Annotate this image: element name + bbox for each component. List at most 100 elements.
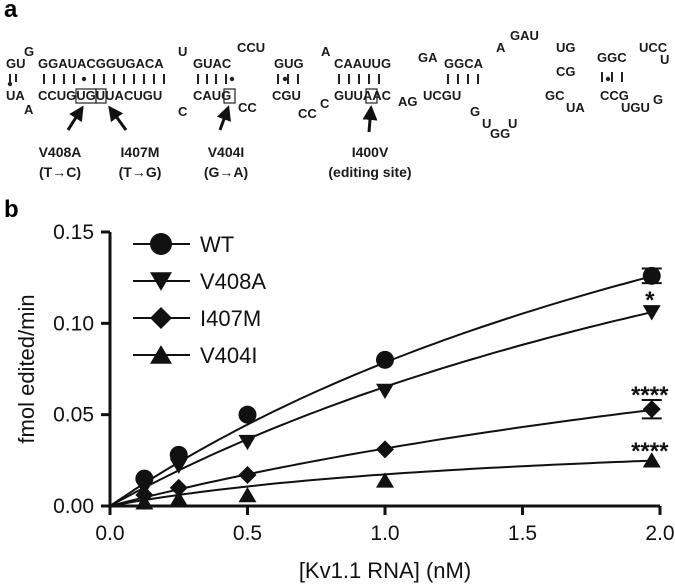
legend-marker-v404i xyxy=(150,345,172,364)
rna-bottom-text: U xyxy=(482,116,491,131)
significance-v404i: **** xyxy=(631,438,669,465)
rna-top-text: CG xyxy=(556,64,576,79)
rna-bottom-text: UA xyxy=(566,100,585,115)
rna-bottom-text: CAUG xyxy=(193,88,231,103)
x-tick-label: 0.0 xyxy=(95,522,124,545)
significance-v408a: * xyxy=(645,287,655,314)
fit-curve xyxy=(109,409,652,507)
point-v404i xyxy=(135,494,154,510)
rna-bottom-text: CCG xyxy=(600,88,629,103)
chart-axes: 0.0 0.5 1.0 1.5 2.0 0.00 0.05 0.10 0.15 [Kv1.1 RN… xyxy=(14,221,675,583)
mutation-box xyxy=(223,88,236,104)
mutation-change: (T→C) xyxy=(39,164,81,180)
y-tick-label: 0.15 xyxy=(53,221,94,244)
mutation-label: V404I xyxy=(208,144,245,160)
rna-bottom-text: GC xyxy=(545,88,565,103)
x-tick-label: 0.5 xyxy=(233,522,262,545)
rna-top-text: GGC xyxy=(597,50,627,65)
y-axis-label: fmol edited/min xyxy=(14,294,39,443)
rna-bottom-text: C xyxy=(320,96,330,111)
rna-top-text: CCU xyxy=(237,40,265,55)
legend-marker-i407m xyxy=(150,307,172,329)
rna-top-text: GGCA xyxy=(444,56,484,71)
mutation-change: (T→G) xyxy=(119,164,162,180)
panel-b-label: b xyxy=(4,196,19,223)
point-v408a xyxy=(376,383,394,400)
editing-site-box xyxy=(365,88,378,104)
wobble-dots xyxy=(7,76,611,87)
mutation-label: I400V xyxy=(352,144,389,160)
rna-top-text: GGAUACGGUGACA xyxy=(38,56,164,71)
arrow-i400v xyxy=(362,105,378,133)
rna-top-text: U xyxy=(178,44,187,59)
rna-top-text: UCC xyxy=(639,40,668,55)
rna-top-text: GAU xyxy=(510,28,539,43)
point-v404i xyxy=(642,452,661,468)
mutation-box xyxy=(95,88,107,104)
fit-curve xyxy=(109,459,652,507)
arrow-v404i xyxy=(216,105,231,131)
mutation-change: (G→A) xyxy=(204,164,248,180)
legend-label-i407m: I407M xyxy=(200,306,261,331)
panel-a-label: a xyxy=(4,0,18,23)
rna-bottom-text: CC xyxy=(298,106,317,121)
mutation-change: (editing site) xyxy=(328,164,411,180)
rna-top-text: A xyxy=(496,40,506,55)
rna-structure: GU G GGAUACGGUGACA U GUAC CCU GUG A CAAU… xyxy=(6,28,669,180)
point-v408a xyxy=(642,305,661,321)
y-tick-label: 0.05 xyxy=(53,404,94,427)
rna-bottom-text: UA xyxy=(6,88,25,103)
point-v404i xyxy=(169,490,188,506)
point-wt xyxy=(238,405,257,424)
rna-bottom-text: CGU xyxy=(272,88,301,103)
mutation-label: I407M xyxy=(121,144,160,160)
rna-top-text: GA xyxy=(418,50,438,65)
rna-bottom-text: UGU xyxy=(621,100,650,115)
legend-marker-wt xyxy=(150,233,172,255)
point-v408a xyxy=(238,434,257,451)
rna-top-text: U xyxy=(660,52,669,67)
rna-top-text: A xyxy=(321,44,331,59)
legend-label-v408a: V408A xyxy=(200,269,266,294)
x-axis-label: [Kv1.1 RNA] (nM) xyxy=(299,558,471,583)
point-v408a xyxy=(169,458,188,474)
x-tick-label: 1.5 xyxy=(508,522,537,545)
rna-bottom-text: A xyxy=(24,102,34,117)
rna-bottom-text: CCUGUGUUACUGU xyxy=(38,88,162,103)
point-i407m xyxy=(376,440,394,459)
y-tick-label: 0.00 xyxy=(53,495,94,518)
mutation-label: V408A xyxy=(39,144,82,160)
rna-top-text: GU xyxy=(6,56,26,71)
data-points xyxy=(135,266,662,510)
rna-bottom-text: G xyxy=(653,92,663,107)
rna-top-text: CAAUUG xyxy=(334,56,391,71)
rna-bottom-text: UCGU xyxy=(423,88,461,103)
x-tick-label: 2.0 xyxy=(645,522,674,545)
rna-bottom-text: U xyxy=(508,116,517,131)
point-wt xyxy=(376,350,394,369)
legend-label-wt: WT xyxy=(200,232,234,257)
point-i407m xyxy=(238,465,257,484)
rna-bottom-text: C xyxy=(178,104,188,119)
y-tick-label: 0.10 xyxy=(53,312,94,335)
significance-marks: ********* xyxy=(631,287,669,465)
rna-top-text: GUAC xyxy=(193,56,232,71)
rna-bottom-text: AG xyxy=(398,94,418,109)
rna-bottom-text: GG xyxy=(490,126,510,141)
rna-bottom-text: CC xyxy=(238,100,257,115)
point-i407m xyxy=(169,478,188,497)
significance-i407m: **** xyxy=(631,382,669,409)
rna-bottom-text: G xyxy=(470,104,480,119)
rna-top-text: G xyxy=(24,44,34,59)
x-tick-label: 1.0 xyxy=(370,522,399,545)
rna-top-text: GUG xyxy=(274,56,304,71)
arrow-v408a xyxy=(66,105,84,131)
arrow-i407m xyxy=(108,105,128,131)
chart-legend: WT V408A I407M V404I xyxy=(133,232,266,368)
legend-label-v404i: V404I xyxy=(200,343,258,368)
rna-top-text: UG xyxy=(556,40,576,55)
point-v404i xyxy=(238,486,257,503)
fit-curve xyxy=(109,311,653,507)
base-pair-lines xyxy=(9,72,623,84)
